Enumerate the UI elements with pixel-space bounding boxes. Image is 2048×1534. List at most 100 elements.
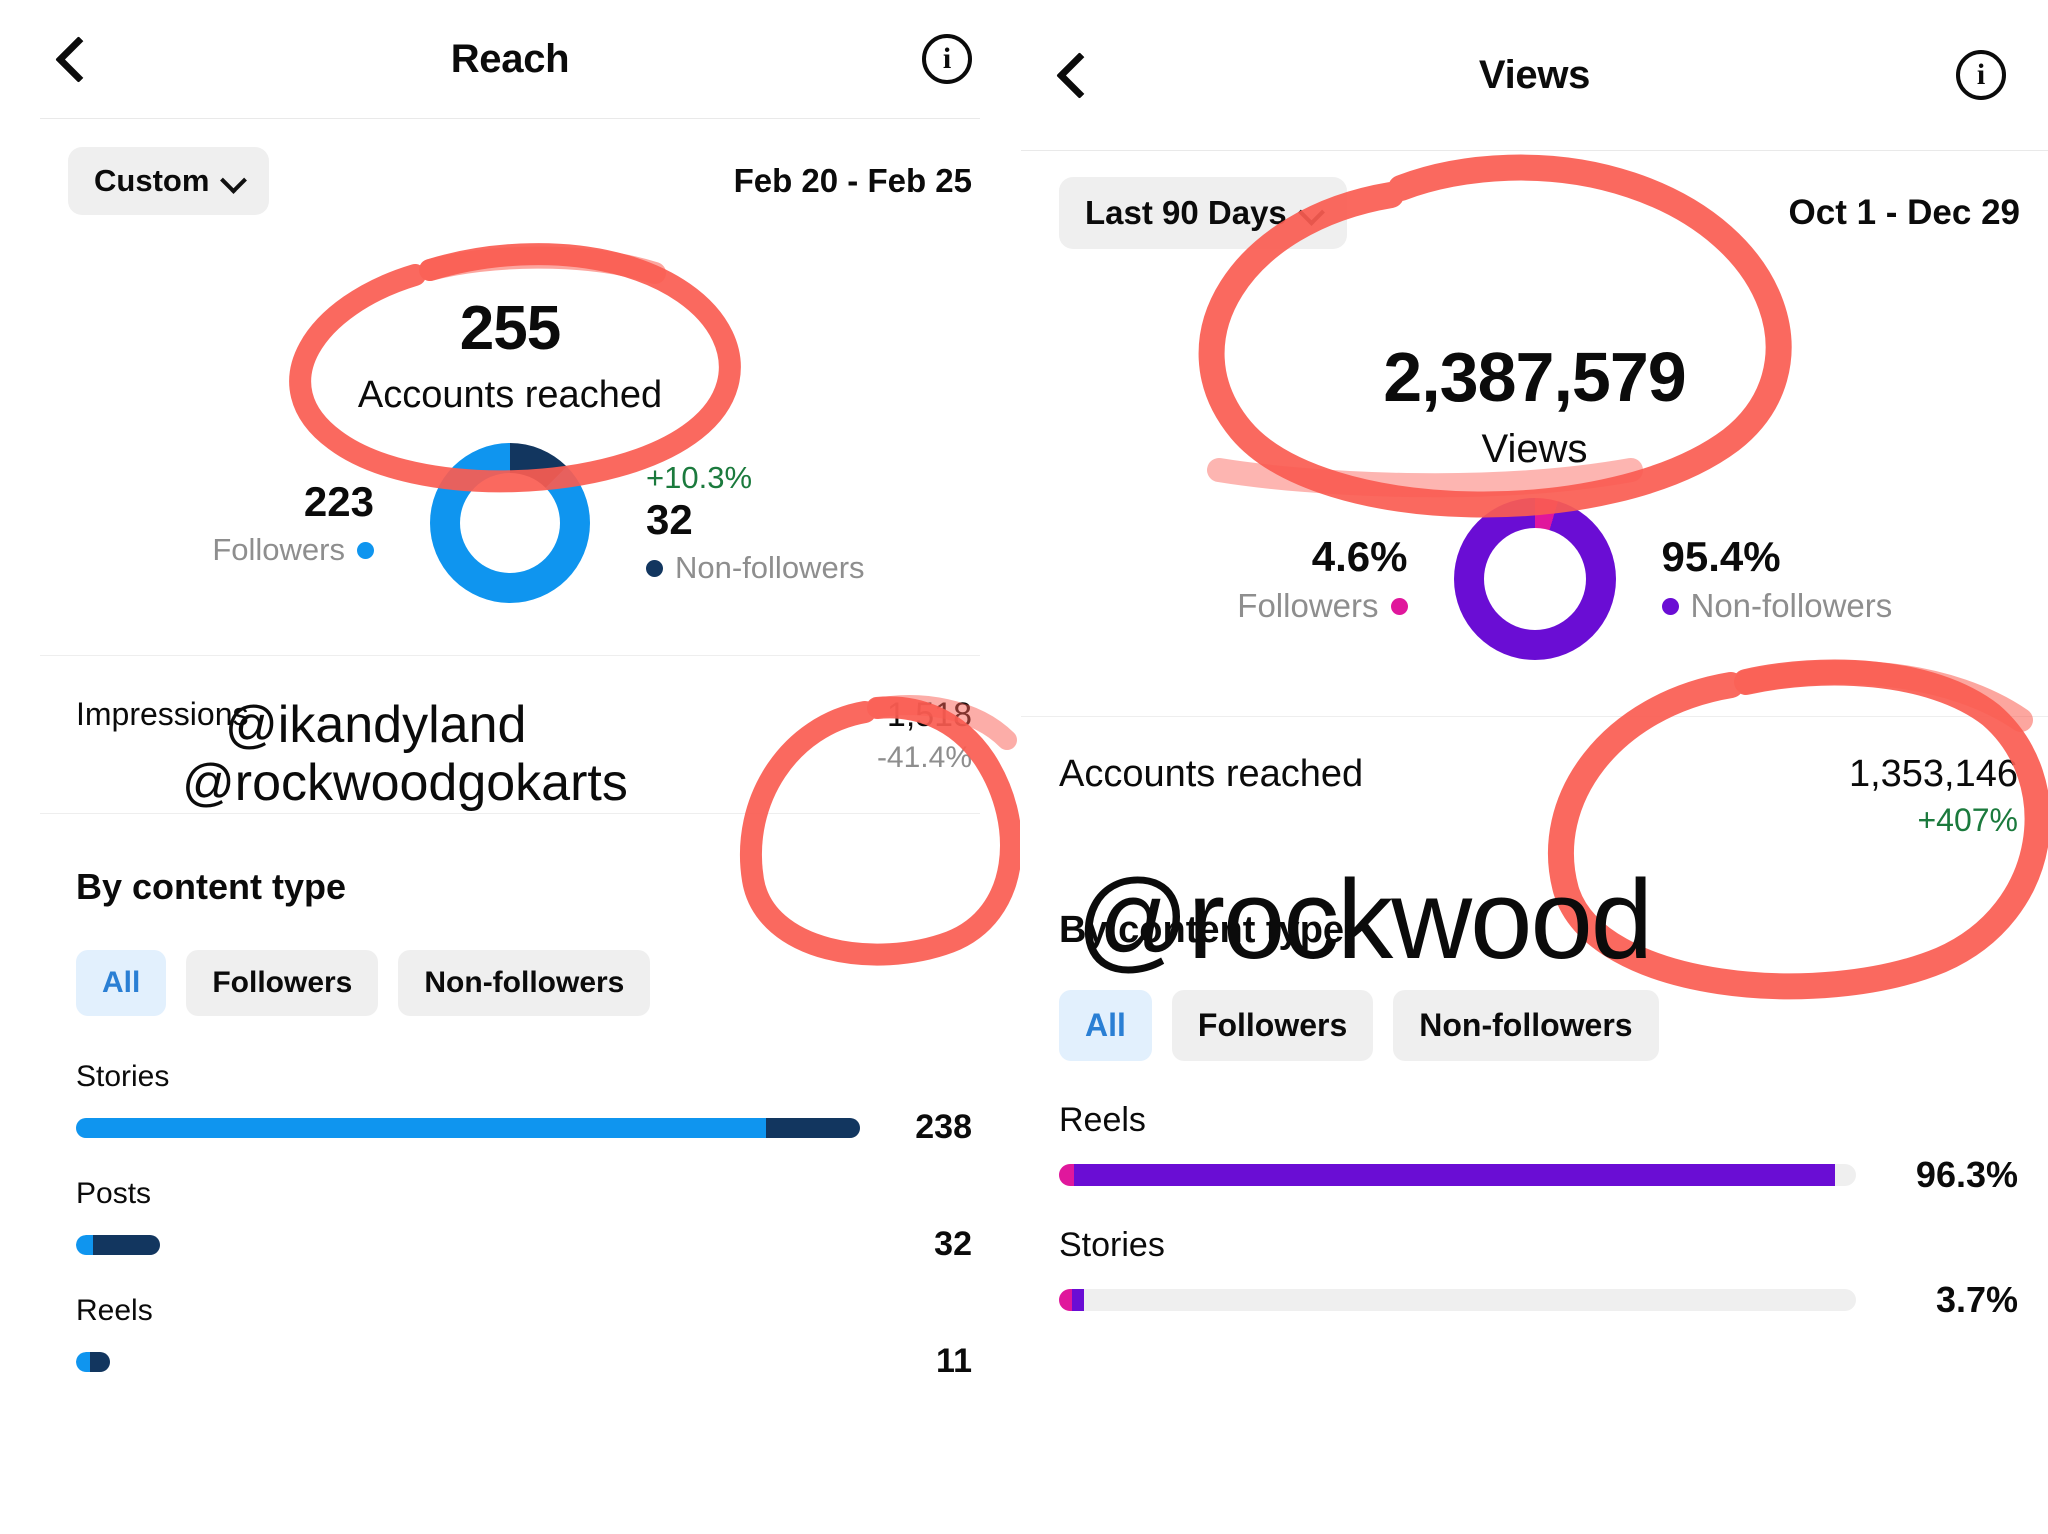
bar-track-reels bbox=[1059, 1164, 1856, 1186]
section-divider-1 bbox=[40, 655, 980, 656]
tab-all[interactable]: All bbox=[76, 950, 167, 1016]
bar-row-posts: Posts 32 bbox=[76, 1177, 972, 1264]
followers-stat: 4.6% Followers bbox=[1158, 533, 1408, 625]
followers-value: 4.6% bbox=[1311, 533, 1408, 580]
bar-row-reels: Reels 96.3% bbox=[1059, 1101, 2018, 1196]
reach-date-row: Custom Feb 20 - Feb 25 bbox=[0, 119, 1020, 215]
header-divider bbox=[1021, 150, 2048, 151]
bar-label-posts: Posts bbox=[76, 1177, 152, 1210]
bar-track-reels bbox=[76, 1351, 860, 1372]
tab-non-followers[interactable]: Non-followers bbox=[1393, 990, 1659, 1061]
bar-seg-followers bbox=[76, 1117, 766, 1138]
followers-legend-dot-icon bbox=[1390, 597, 1408, 615]
views-insights-screen: Views i Last 90 Days Oct 1 - Dec 29 2,38… bbox=[1020, 0, 2048, 1534]
nonfollowers-label: Non-followers bbox=[1690, 587, 1893, 624]
bar-label-stories: Stories bbox=[1059, 1226, 1165, 1264]
nonfollowers-label-row: Non-followers bbox=[1661, 587, 1912, 625]
bar-label-reels: Reels bbox=[1059, 1101, 1146, 1139]
followers-label: Followers bbox=[212, 532, 345, 567]
info-circle-icon[interactable]: i bbox=[922, 34, 972, 84]
nonfollowers-label: Non-followers bbox=[675, 550, 865, 585]
followers-label: Followers bbox=[1237, 587, 1379, 624]
followers-label-row: Followers bbox=[1158, 587, 1408, 625]
followers-label-row: Followers bbox=[124, 532, 374, 568]
nonfollowers-value: 32 bbox=[646, 496, 693, 543]
impressions-delta: -41.4% bbox=[876, 741, 972, 774]
accounts-reached-label: Accounts reached bbox=[1059, 753, 1364, 795]
accounts-reached-delta: +407% bbox=[1917, 802, 2018, 838]
views-donut-chart bbox=[1453, 498, 1616, 660]
followers-stat: 223 Followers bbox=[124, 478, 374, 568]
section-divider-2 bbox=[40, 813, 980, 814]
impressions-values: 1,518 -41.4% bbox=[877, 696, 972, 775]
by-content-type-title: By content type bbox=[76, 866, 347, 907]
chevron-down-icon bbox=[1301, 203, 1321, 223]
impressions-value: 1,518 bbox=[886, 696, 972, 734]
bar-track-stories bbox=[1059, 1289, 1856, 1311]
nonfollowers-legend-dot-icon bbox=[646, 559, 663, 577]
reach-delta: +10.3% bbox=[646, 460, 753, 495]
date-range-selector[interactable]: Custom bbox=[68, 147, 270, 215]
tab-non-followers[interactable]: Non-followers bbox=[398, 950, 651, 1016]
accounts-reached-value: 1,353,146 bbox=[1848, 753, 2018, 795]
followers-value: 223 bbox=[303, 478, 374, 525]
content-type-bars: Stories 238 Posts 32 bbox=[0, 1060, 1020, 1381]
bar-seg-non-followers bbox=[1071, 1289, 1084, 1311]
bar-value-reels: 96.3% bbox=[1915, 1154, 2018, 1195]
header-divider bbox=[40, 118, 980, 119]
info-circle-icon[interactable]: i bbox=[1956, 50, 2006, 100]
donut-hole bbox=[1483, 528, 1586, 630]
accounts-reached-values: 1,353,146 +407% bbox=[1849, 753, 2018, 839]
reach-header: Reach i bbox=[0, 0, 1020, 118]
impressions-row[interactable]: Impressions 1,518 -41.4% bbox=[0, 656, 1020, 813]
views-label: Views bbox=[1481, 427, 1588, 471]
bar-seg-non-followers bbox=[90, 1351, 111, 1372]
bar-value-reels: 11 bbox=[936, 1342, 972, 1380]
content-type-filter-tabs: All Followers Non-followers bbox=[0, 950, 1020, 1016]
page-title: Reach bbox=[450, 36, 570, 81]
impressions-label: Impressions bbox=[76, 696, 249, 732]
page-title: Views bbox=[1478, 52, 1591, 97]
content-type-filter-tabs: All Followers Non-followers bbox=[1021, 990, 2048, 1061]
bar-row-reels: Reels 11 bbox=[76, 1294, 972, 1381]
bar-label-reels: Reels bbox=[76, 1294, 153, 1327]
accounts-reached-metric: 255 Accounts reached bbox=[0, 293, 1020, 417]
nonfollowers-label-row: Non-followers bbox=[646, 550, 896, 586]
date-range-selector-label: Custom bbox=[94, 163, 210, 198]
reach-insights-screen: Reach i Custom Feb 20 - Feb 25 255 Accou… bbox=[0, 0, 1020, 1534]
bar-seg-non-followers bbox=[93, 1234, 160, 1255]
tab-all[interactable]: All bbox=[1059, 990, 1152, 1061]
bar-seg-followers bbox=[1059, 1289, 1072, 1311]
bar-seg-followers bbox=[76, 1234, 94, 1255]
bar-track-posts bbox=[76, 1234, 860, 1255]
chevron-down-icon bbox=[223, 171, 243, 191]
bar-track-stories bbox=[76, 1117, 860, 1138]
bar-line-reels: 96.3% bbox=[1059, 1154, 2018, 1196]
nonfollowers-stat: +10.3% 32 Non-followers bbox=[646, 460, 896, 586]
by-content-type-title: By content type bbox=[1059, 909, 1345, 951]
accounts-reached-row[interactable]: Accounts reached 1,353,146 +407% bbox=[1021, 717, 2048, 869]
tab-followers[interactable]: Followers bbox=[1171, 990, 1374, 1061]
nonfollowers-value: 95.4% bbox=[1661, 533, 1781, 580]
tab-followers[interactable]: Followers bbox=[186, 950, 379, 1016]
nonfollowers-legend-dot-icon bbox=[1661, 597, 1679, 615]
donut-hole bbox=[460, 473, 560, 573]
bar-row-stories: Stories 238 bbox=[76, 1060, 972, 1147]
bar-seg-non-followers bbox=[765, 1117, 860, 1138]
date-range-selector-label: Last 90 Days bbox=[1085, 194, 1287, 231]
views-date-row: Last 90 Days Oct 1 - Dec 29 bbox=[1021, 151, 2048, 249]
bar-line-posts: 32 bbox=[76, 1225, 972, 1264]
bar-line-stories: 238 bbox=[76, 1108, 972, 1147]
date-range-selector[interactable]: Last 90 Days bbox=[1059, 177, 1347, 249]
views-metric: 2,387,579 Views bbox=[1021, 337, 2048, 472]
followers-legend-dot-icon bbox=[357, 541, 374, 559]
bar-seg-non-followers bbox=[1074, 1164, 1836, 1186]
accounts-reached-value: 255 bbox=[459, 294, 561, 363]
date-range-text: Oct 1 - Dec 29 bbox=[1788, 193, 2021, 232]
bar-row-stories: Stories 3.7% bbox=[1059, 1226, 2018, 1321]
bar-label-stories: Stories bbox=[76, 1060, 170, 1093]
reach-donut-chart bbox=[430, 443, 590, 603]
bar-line-reels: 11 bbox=[76, 1342, 972, 1381]
accounts-reached-label: Accounts reached bbox=[357, 374, 663, 416]
